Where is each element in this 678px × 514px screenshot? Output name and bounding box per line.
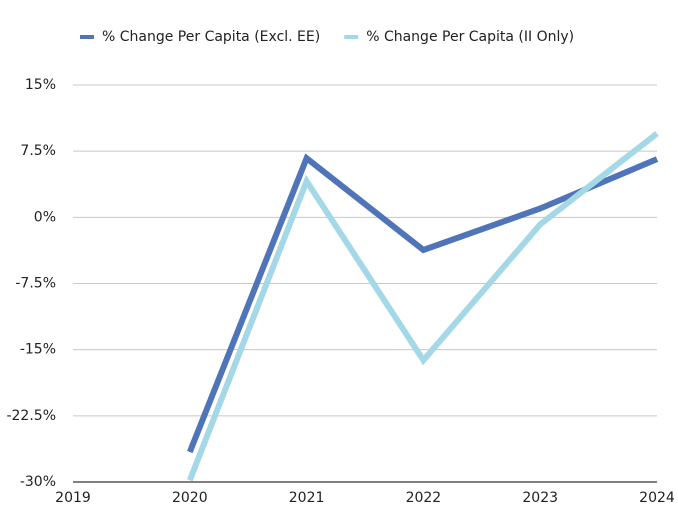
x-tick-label: 2021 [289, 490, 325, 506]
x-tick-label: 2020 [172, 490, 208, 506]
y-tick-label: 15% [25, 77, 56, 93]
y-tick-label: -7.5% [15, 276, 56, 292]
series-line [187, 131, 659, 482]
legend-label: % Change Per Capita (II Only) [366, 29, 574, 45]
y-tick-label: 7.5% [20, 143, 56, 159]
y-tick-label: -22.5% [6, 408, 56, 424]
y-tick-label: -30% [20, 474, 56, 490]
x-tick-label: 2023 [522, 490, 558, 506]
y-tick-label: -15% [20, 342, 56, 358]
y-tick-label: 0% [34, 209, 56, 225]
x-tick-label: 2022 [406, 490, 442, 506]
x-tick-label: 2019 [55, 490, 91, 506]
x-tick-label: 2024 [639, 490, 675, 506]
legend-label: % Change Per Capita (Excl. EE) [102, 29, 320, 45]
